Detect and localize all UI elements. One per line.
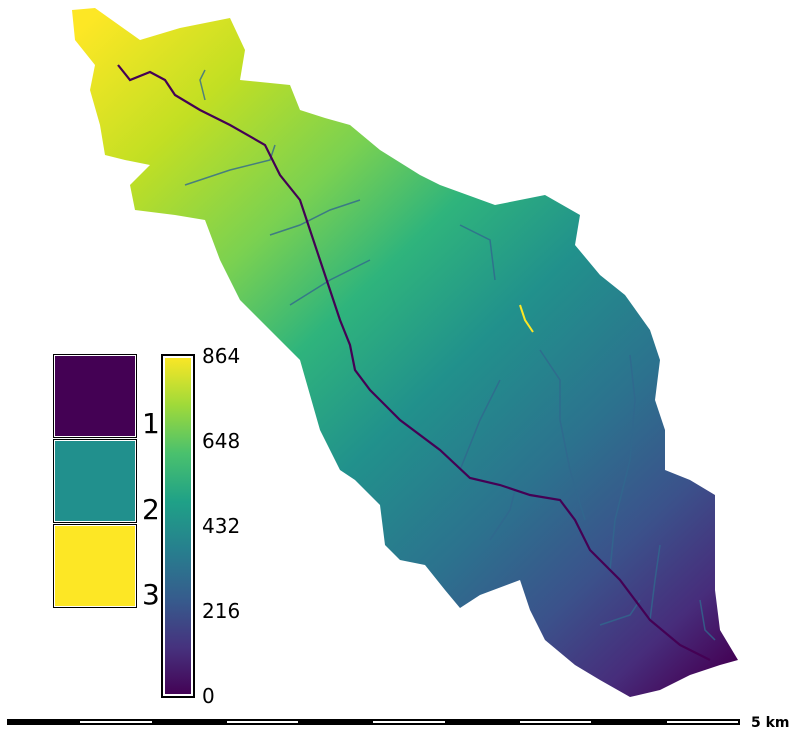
- colorbar-tick-648: 648: [202, 429, 241, 453]
- category-label-2: 2: [142, 493, 160, 526]
- colorbar-tick-432: 432: [202, 514, 241, 538]
- colorbar-tick-216: 216: [202, 599, 241, 623]
- scale-bar-segment: [224, 719, 301, 725]
- elevation-colorbar: [161, 354, 195, 698]
- scale-bar-segment: [153, 719, 225, 725]
- watershed-area: [72, 8, 738, 697]
- scale-bar-segment: [300, 719, 372, 725]
- category-label-3: 3: [142, 578, 160, 611]
- tributary-streams: [184, 69, 716, 641]
- scale-bar-segment: [664, 719, 740, 725]
- scale-bar: [7, 719, 740, 725]
- scale-bar-segment: [7, 719, 79, 725]
- scale-bar-segment: [593, 719, 665, 725]
- category-swatch-1: [53, 354, 137, 438]
- scale-bar-segment: [518, 719, 594, 725]
- yellow-stream-segment: [519, 304, 534, 333]
- category-swatch-3: [53, 524, 137, 608]
- category-label-1: 1: [142, 407, 160, 440]
- colorbar-tick-864: 864: [202, 344, 241, 368]
- scale-bar-segment: [78, 719, 154, 725]
- colorbar-tick-0: 0: [202, 684, 215, 708]
- scale-bar-segment: [371, 719, 447, 725]
- scale-bar-segment: [446, 719, 519, 725]
- scale-bar-label: 5 km: [751, 715, 790, 731]
- category-swatch-2: [53, 439, 137, 523]
- main-stream: [117, 64, 711, 661]
